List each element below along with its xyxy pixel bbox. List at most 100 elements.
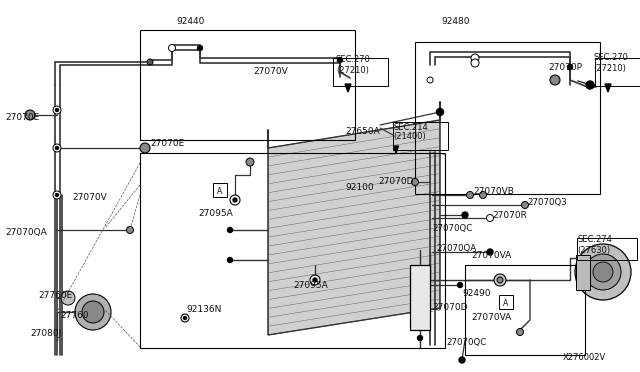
- Bar: [499, 295, 513, 309]
- Circle shape: [486, 215, 493, 221]
- Circle shape: [412, 179, 419, 186]
- Text: 92480: 92480: [441, 17, 470, 26]
- Text: 27070D: 27070D: [378, 177, 414, 186]
- Bar: [140, 30, 355, 140]
- Circle shape: [313, 278, 317, 282]
- Circle shape: [310, 275, 320, 285]
- Polygon shape: [345, 84, 351, 92]
- Circle shape: [227, 257, 232, 263]
- Text: SEC.214: SEC.214: [393, 122, 428, 131]
- Bar: [213, 183, 227, 197]
- Text: 27070E: 27070E: [150, 138, 184, 148]
- Circle shape: [467, 192, 474, 199]
- Text: 92100: 92100: [345, 183, 374, 192]
- Text: 27070VA: 27070VA: [471, 314, 511, 323]
- Circle shape: [459, 357, 465, 363]
- Text: 27070V: 27070V: [72, 192, 107, 202]
- Text: (27210): (27210): [336, 65, 369, 74]
- Circle shape: [61, 291, 75, 305]
- Circle shape: [82, 301, 104, 323]
- Circle shape: [427, 77, 433, 83]
- Circle shape: [147, 59, 153, 65]
- Text: 27070D: 27070D: [432, 304, 467, 312]
- Circle shape: [56, 147, 58, 150]
- Circle shape: [168, 45, 175, 51]
- Bar: [595, 58, 640, 86]
- Text: 27095A: 27095A: [198, 208, 233, 218]
- Bar: [577, 238, 637, 260]
- Circle shape: [53, 144, 61, 152]
- Circle shape: [127, 227, 134, 234]
- Text: 27070R: 27070R: [492, 211, 527, 219]
- Circle shape: [233, 198, 237, 202]
- Circle shape: [593, 262, 613, 282]
- Text: 27070QA: 27070QA: [436, 244, 476, 253]
- Text: X276002V: X276002V: [563, 353, 606, 362]
- Circle shape: [487, 249, 493, 255]
- Circle shape: [471, 59, 479, 67]
- Text: 27070VA: 27070VA: [471, 250, 511, 260]
- Circle shape: [522, 202, 529, 208]
- Polygon shape: [268, 120, 440, 335]
- Circle shape: [568, 64, 573, 70]
- Circle shape: [494, 274, 506, 286]
- Circle shape: [462, 212, 468, 218]
- Circle shape: [53, 191, 61, 199]
- Text: 27070E: 27070E: [5, 113, 39, 122]
- Circle shape: [586, 81, 594, 89]
- Text: 27070QC: 27070QC: [432, 224, 472, 232]
- Circle shape: [436, 109, 444, 115]
- Text: (27630): (27630): [577, 246, 610, 254]
- Text: (27210): (27210): [593, 64, 626, 73]
- Circle shape: [181, 314, 189, 322]
- Bar: [465, 265, 585, 355]
- Text: SEC.270: SEC.270: [336, 55, 371, 64]
- Circle shape: [417, 336, 422, 340]
- Text: 27070V: 27070V: [253, 67, 288, 77]
- Circle shape: [585, 254, 621, 290]
- Text: 27070Q3: 27070Q3: [527, 198, 567, 206]
- Circle shape: [471, 54, 479, 62]
- Bar: [576, 255, 590, 290]
- Polygon shape: [394, 146, 399, 153]
- Circle shape: [53, 106, 61, 114]
- Circle shape: [230, 195, 240, 205]
- Circle shape: [497, 277, 503, 283]
- Text: 92490: 92490: [462, 289, 490, 298]
- Circle shape: [56, 109, 58, 112]
- Text: (21400): (21400): [393, 132, 426, 141]
- Text: 92440: 92440: [176, 17, 204, 26]
- Bar: [140, 153, 445, 348]
- Text: 27760: 27760: [60, 311, 88, 321]
- Bar: [415, 42, 600, 194]
- Polygon shape: [605, 84, 611, 92]
- Bar: [333, 58, 388, 86]
- Bar: [393, 122, 448, 150]
- Circle shape: [337, 58, 342, 62]
- Circle shape: [227, 228, 232, 232]
- Text: 27095A: 27095A: [293, 280, 328, 289]
- Text: A: A: [218, 187, 223, 196]
- Circle shape: [479, 192, 486, 199]
- Circle shape: [75, 294, 111, 330]
- Circle shape: [516, 328, 524, 336]
- Circle shape: [56, 193, 58, 196]
- Text: 27650A: 27650A: [345, 128, 380, 137]
- Text: 27080J: 27080J: [30, 330, 61, 339]
- Circle shape: [458, 282, 463, 288]
- Text: A: A: [504, 299, 509, 308]
- Text: 92136N: 92136N: [186, 305, 221, 314]
- Text: 27070QC: 27070QC: [446, 337, 486, 346]
- Circle shape: [25, 110, 35, 120]
- Text: SEC.274: SEC.274: [577, 235, 612, 244]
- Circle shape: [246, 158, 254, 166]
- Circle shape: [550, 75, 560, 85]
- Circle shape: [140, 143, 150, 153]
- Circle shape: [198, 45, 202, 51]
- Text: 27070QA: 27070QA: [5, 228, 47, 237]
- Circle shape: [184, 317, 186, 320]
- Text: SEC.270: SEC.270: [593, 54, 628, 62]
- Text: 27760E: 27760E: [38, 292, 72, 301]
- Text: 27070P: 27070P: [548, 64, 582, 73]
- Text: 27070VB: 27070VB: [473, 187, 514, 196]
